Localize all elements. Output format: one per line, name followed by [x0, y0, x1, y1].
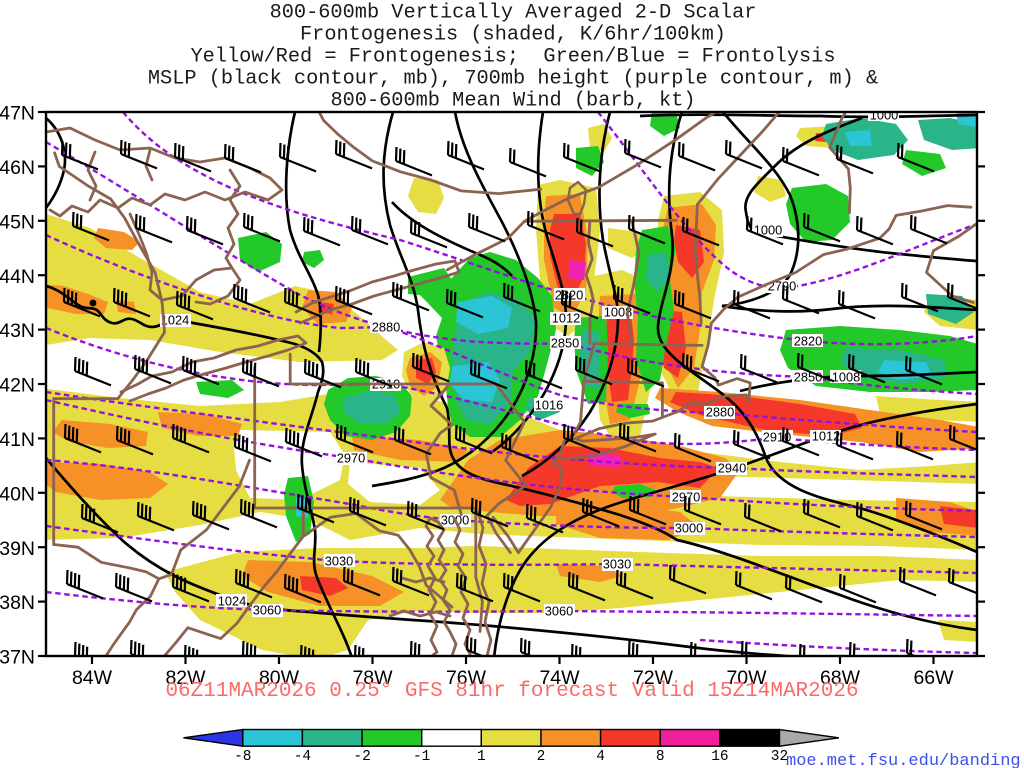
svg-text:2940: 2940 — [718, 461, 746, 476]
svg-text:4: 4 — [596, 749, 605, 765]
svg-text:42N: 42N — [0, 375, 35, 397]
svg-text:1016: 1016 — [535, 398, 563, 413]
svg-text:3000: 3000 — [675, 521, 703, 536]
svg-text:84W: 84W — [72, 667, 113, 689]
svg-text:-8: -8 — [234, 749, 251, 765]
svg-text:1024: 1024 — [218, 594, 246, 609]
svg-text:1012: 1012 — [812, 429, 840, 444]
svg-text:Frontogenesis (shaded, K/6hr/1: Frontogenesis (shaded, K/6hr/100km) — [300, 24, 726, 47]
svg-text:1008: 1008 — [604, 305, 632, 320]
svg-text:82W: 82W — [165, 667, 206, 689]
svg-text:68W: 68W — [820, 667, 861, 689]
svg-text:2820: 2820 — [794, 334, 822, 349]
svg-text:2: 2 — [537, 749, 546, 765]
svg-text:1008: 1008 — [832, 370, 860, 385]
svg-text:46N: 46N — [0, 157, 35, 179]
svg-text:8: 8 — [656, 749, 665, 765]
svg-text:1000: 1000 — [754, 223, 782, 238]
svg-text:2880: 2880 — [706, 405, 734, 420]
svg-text:3030: 3030 — [325, 554, 353, 569]
svg-text:32: 32 — [771, 749, 788, 765]
svg-text:16: 16 — [711, 749, 728, 765]
svg-text:2970: 2970 — [337, 451, 365, 466]
svg-text:800-600mb Mean Wind (barb, kt): 800-600mb Mean Wind (barb, kt) — [330, 90, 695, 113]
svg-text:72W: 72W — [633, 667, 674, 689]
svg-text:2850: 2850 — [551, 336, 579, 351]
svg-text:70W: 70W — [726, 667, 767, 689]
svg-text:80W: 80W — [259, 667, 300, 689]
svg-text:Yellow/Red = Frontogenesis; G: Yellow/Red = Frontogenesis; Green/Blue =… — [190, 46, 835, 69]
svg-text:800-600mb Vertically Averaged: 800-600mb Vertically Averaged 2-D Scalar — [270, 2, 757, 25]
svg-text:3060: 3060 — [545, 604, 573, 619]
svg-text:06Z11MAR2026 0.25° GFS 81hr fo: 06Z11MAR2026 0.25° GFS 81hr forecast Val… — [165, 680, 858, 703]
svg-text:1024: 1024 — [161, 313, 189, 328]
svg-text:2880: 2880 — [372, 320, 400, 335]
svg-text:66W: 66W — [913, 667, 954, 689]
svg-text:78W: 78W — [352, 667, 393, 689]
svg-text:-1: -1 — [413, 749, 430, 765]
svg-text:47N: 47N — [0, 103, 35, 125]
svg-text:3060: 3060 — [253, 603, 281, 618]
svg-text:74W: 74W — [539, 667, 580, 689]
svg-text:45N: 45N — [0, 211, 35, 233]
svg-text:3030: 3030 — [603, 557, 631, 572]
svg-text:moe.met.fsu.edu/banding: moe.met.fsu.edu/banding — [786, 752, 1021, 768]
svg-text:1000: 1000 — [870, 108, 898, 123]
svg-text:-2: -2 — [353, 749, 370, 765]
svg-text:37N: 37N — [0, 647, 35, 669]
svg-text:39N: 39N — [0, 538, 35, 560]
svg-text:44N: 44N — [0, 266, 35, 288]
svg-text:40N: 40N — [0, 483, 35, 505]
svg-text:38N: 38N — [0, 592, 35, 614]
svg-text:43N: 43N — [0, 320, 35, 342]
svg-text:MSLP (black contour, mb), 700m: MSLP (black contour, mb), 700mb height (… — [148, 68, 878, 91]
svg-text:41N: 41N — [0, 429, 35, 451]
svg-text:-4: -4 — [294, 749, 311, 765]
svg-text:1012: 1012 — [552, 311, 580, 326]
svg-text:1: 1 — [477, 749, 486, 765]
svg-text:76W: 76W — [446, 667, 487, 689]
